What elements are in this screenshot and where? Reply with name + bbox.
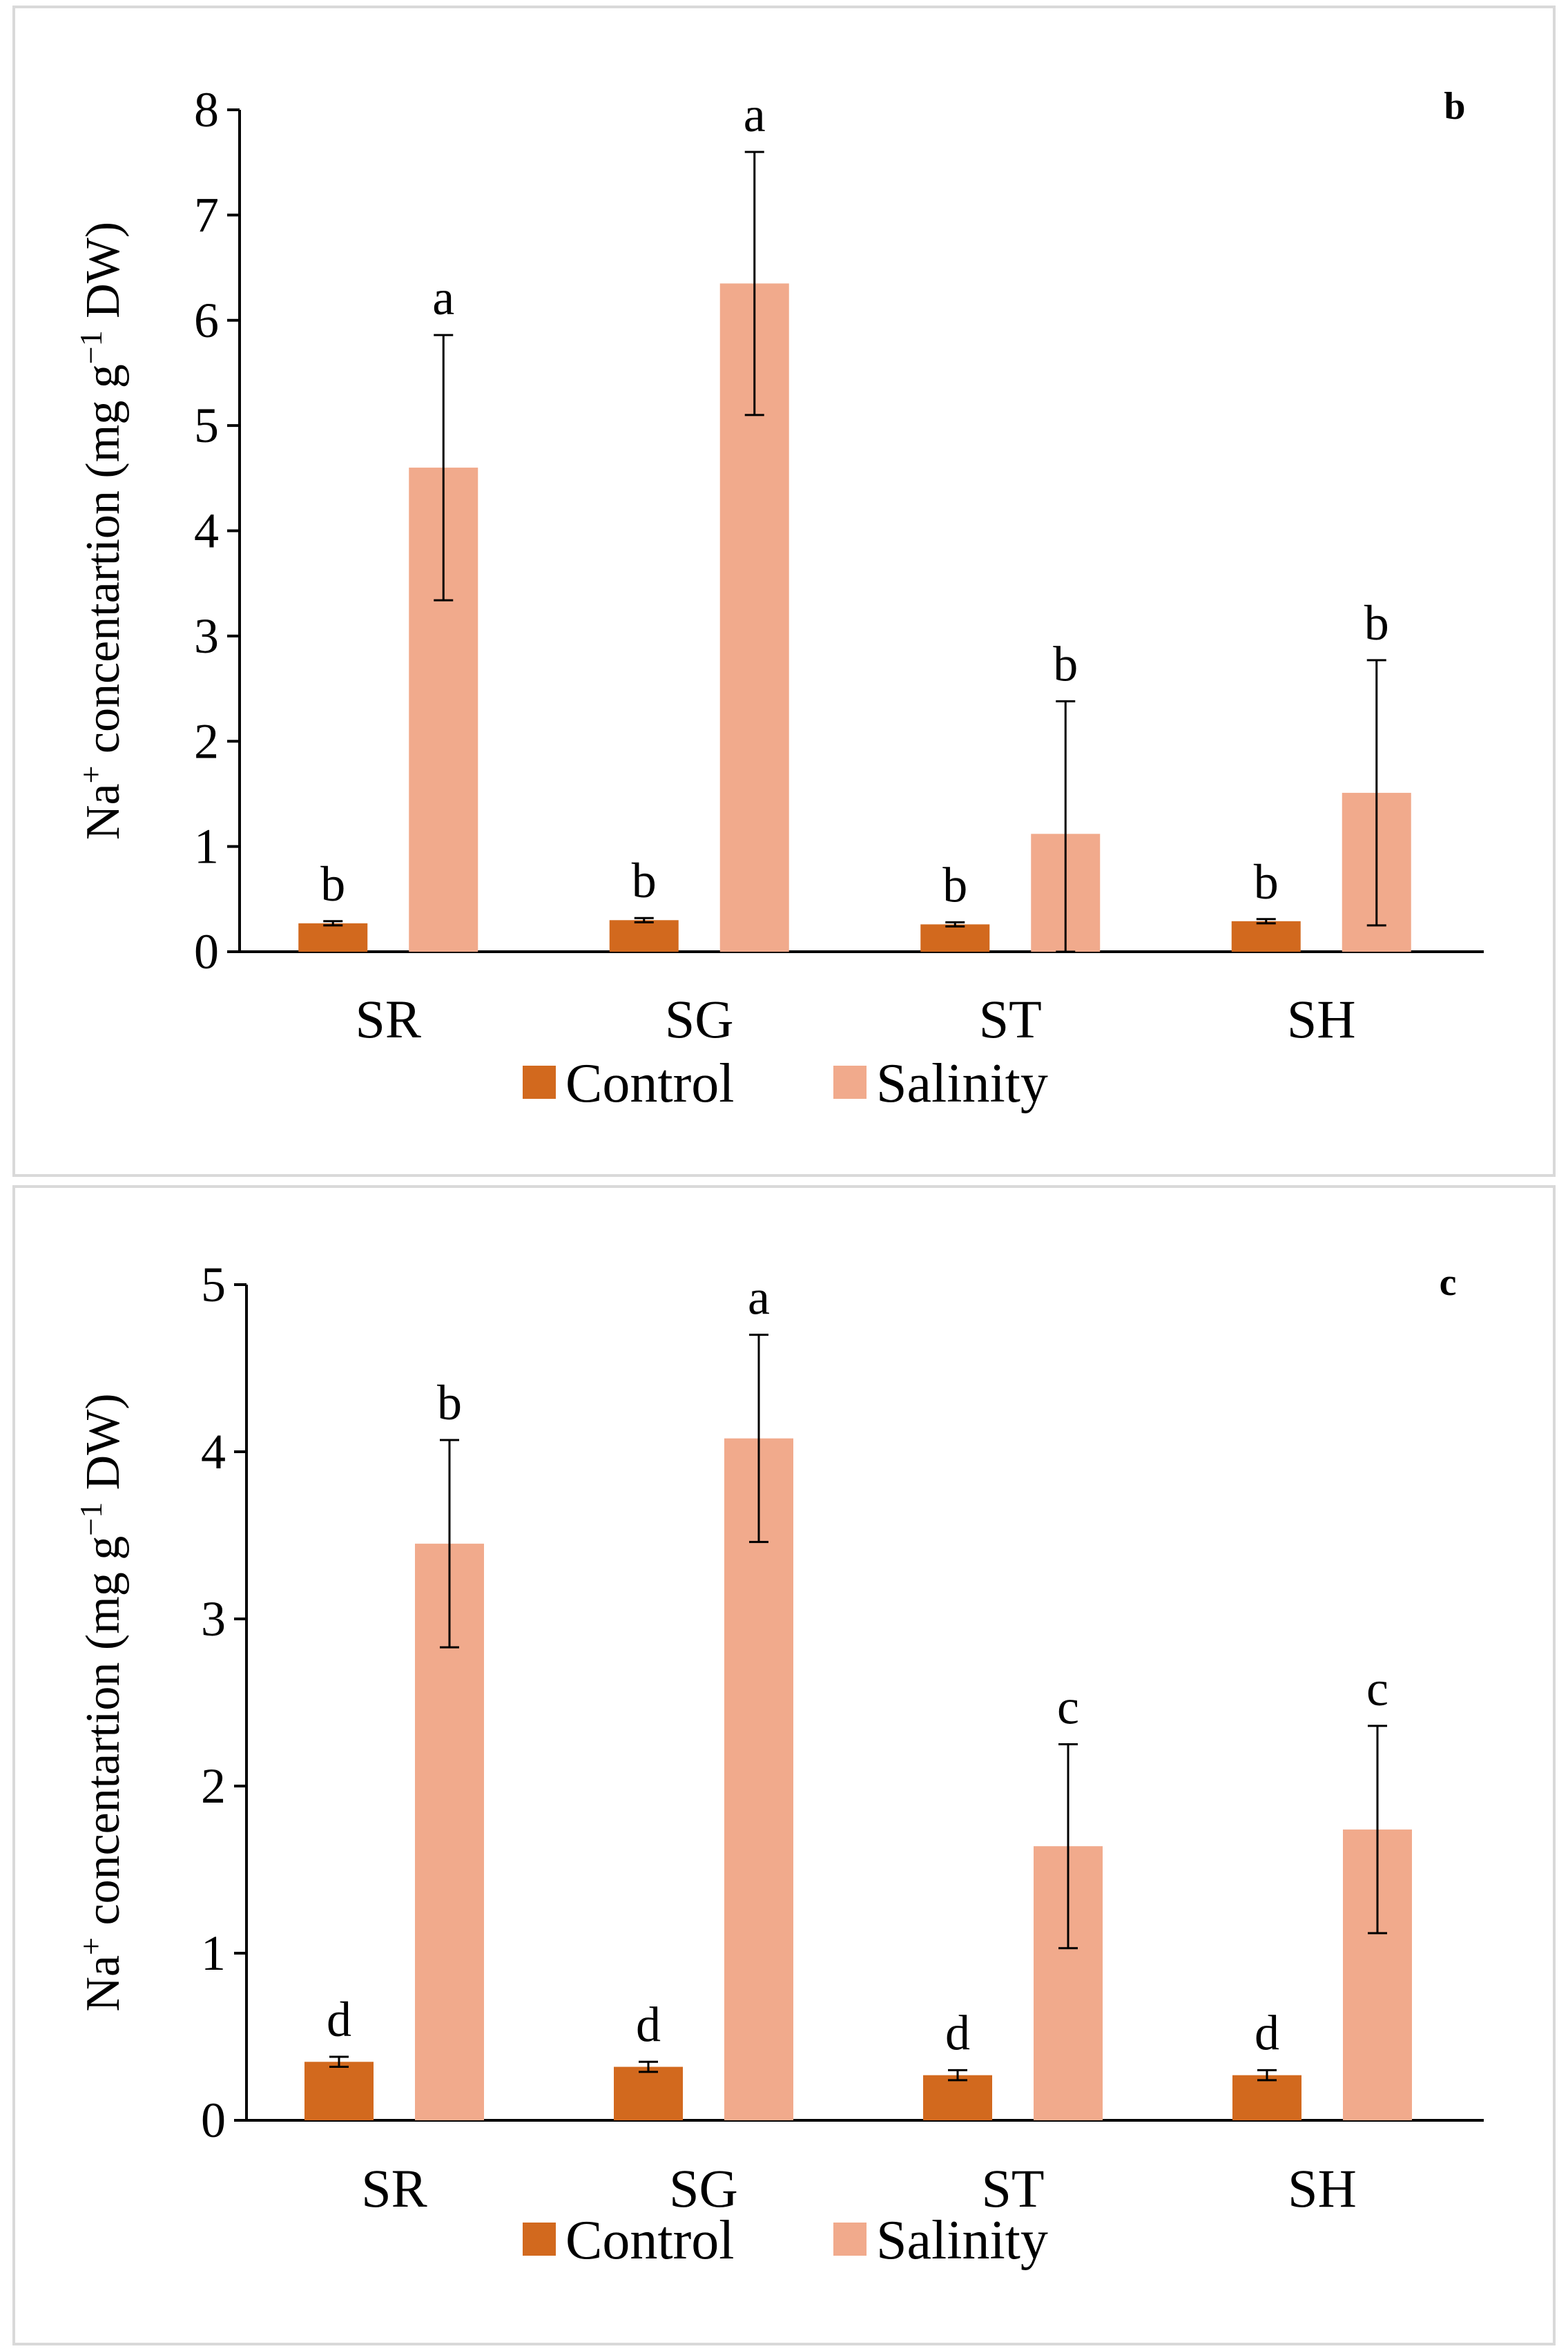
chart-b-y-label-text: concentartion (mg g [77, 364, 130, 765]
chart-c-y-tick-label: 4 [201, 1424, 226, 1479]
chart-c-y-label-superscript: −1 [73, 1502, 108, 1536]
chart-c-y-label-text: DW) [77, 1393, 130, 1501]
chart-b-category-label: SG [665, 989, 734, 1049]
chart-b-bar-control [298, 923, 368, 952]
chart-b-y-label-superscript: + [73, 766, 108, 784]
chart-b-y-tick-label: 7 [194, 187, 219, 242]
chart-c-significance-label: b [437, 1375, 462, 1430]
chart-b-y-tick-label: 6 [194, 293, 219, 348]
chart-b-legend-label-control: Control [565, 1053, 734, 1114]
chart-c-y-tick-label: 3 [201, 1591, 226, 1647]
chart-b-y-tick-label: 1 [194, 819, 219, 874]
chart-b-significance-label: a [744, 87, 766, 142]
chart-b-y-label-text: DW) [77, 222, 130, 330]
chart-c-bar-control [923, 2075, 992, 2120]
chart-c-svg: 0 1 2 3 4 5 d b SR d a SG d c ST d c SH Na+ concentartion … [73, 1257, 1484, 2271]
chart-c-y-tick-label: 1 [201, 1926, 226, 1981]
chart-c-legend-label-salinity: Salinity [876, 2210, 1048, 2271]
chart-b-panel-letter: b [1444, 85, 1465, 128]
chart-b-y-tick-label: 0 [194, 924, 219, 979]
chart-c-panel-letter: c [1440, 1261, 1457, 1304]
chart-c-y-axis-label: Na+ concentartion (mg g−1 DW) [73, 1393, 130, 2011]
chart-b-y-label-superscript: −1 [73, 330, 108, 364]
chart-c-significance-label: c [1057, 1680, 1079, 1735]
chart-c-bar-salinity [724, 1438, 793, 2120]
chart-b-significance-label: b [942, 857, 967, 912]
chart-b-y-tick-label: 5 [194, 398, 219, 453]
chart-b-significance-label: b [1364, 595, 1389, 651]
chart-c-y-tick-label: 2 [201, 1758, 226, 1814]
chart-c-legend-label-control: Control [565, 2210, 734, 2271]
chart-c-y-tick-label: 0 [201, 2093, 226, 2148]
chart-c-category-label: ST [981, 2158, 1044, 2218]
chart-panel-b: 0 1 2 3 4 5 6 7 8 b a SR b a SG b b ST b b SH Na+ concentarti… [12, 6, 1556, 1177]
chart-c-bar-control [304, 2062, 374, 2120]
chart-b-legend-label-salinity: Salinity [876, 1053, 1048, 1114]
chart-c-significance-label: d [1255, 2005, 1279, 2060]
chart-b-y-tick-label: 3 [194, 608, 219, 664]
chart-c-significance-label: c [1366, 1661, 1388, 1716]
chart-b-significance-label: a [432, 270, 454, 325]
chart-b-significance-label: b [632, 853, 657, 908]
chart-c-y-tick-label: 5 [201, 1257, 226, 1312]
chart-b-bar-control [609, 920, 679, 952]
chart-c-legend-swatch-control [523, 2223, 556, 2256]
chart-c-category-label: SR [361, 2158, 427, 2218]
chart-b-category-label: SR [356, 989, 421, 1049]
chart-c-legend-swatch-salinity [833, 2223, 867, 2256]
chart-b-y-tick-label: 2 [194, 713, 219, 769]
chart-c-category-label: SH [1288, 2158, 1357, 2218]
chart-c-y-label-text: Na [77, 1955, 130, 2012]
chart-panel-c: 0 1 2 3 4 5 d b SR d a SG d c ST d c SH Na+ concentartion … [12, 1185, 1556, 2345]
chart-c-bar-control [614, 2066, 683, 2120]
chart-b-y-axis-label: Na+ concentartion (mg g−1 DW) [73, 222, 130, 840]
chart-b-y-tick-label: 4 [194, 503, 219, 559]
chart-b-significance-label: b [1254, 854, 1279, 910]
chart-b-significance-label: b [1053, 636, 1078, 691]
chart-b-category-label: ST [979, 989, 1042, 1049]
chart-b-significance-label: b [320, 856, 345, 912]
chart-c-significance-label: d [327, 1992, 351, 2047]
chart-b-category-label: SH [1287, 989, 1356, 1049]
chart-c-category-label: SG [669, 2158, 738, 2218]
chart-b-legend-swatch-control [523, 1066, 556, 1099]
chart-b-y-label-text: Na [77, 783, 130, 840]
chart-b-svg: 0 1 2 3 4 5 6 7 8 b a SR b a SG b b ST b b SH Na+ concentarti… [73, 82, 1484, 1114]
chart-c-y-label-text: concentartion (mg g [77, 1536, 130, 1937]
chart-c-significance-label: d [945, 2005, 970, 2060]
chart-b-bar-control [1231, 921, 1301, 952]
chart-b-legend-swatch-salinity [833, 1066, 867, 1099]
chart-b-y-tick-label: 8 [194, 82, 219, 137]
chart-c-significance-label: d [636, 1997, 661, 2052]
chart-b-bar-control [920, 924, 990, 952]
chart-c-significance-label: a [748, 1270, 770, 1325]
chart-c-y-label-superscript: + [73, 1937, 108, 1955]
chart-c-bar-control [1232, 2075, 1301, 2120]
